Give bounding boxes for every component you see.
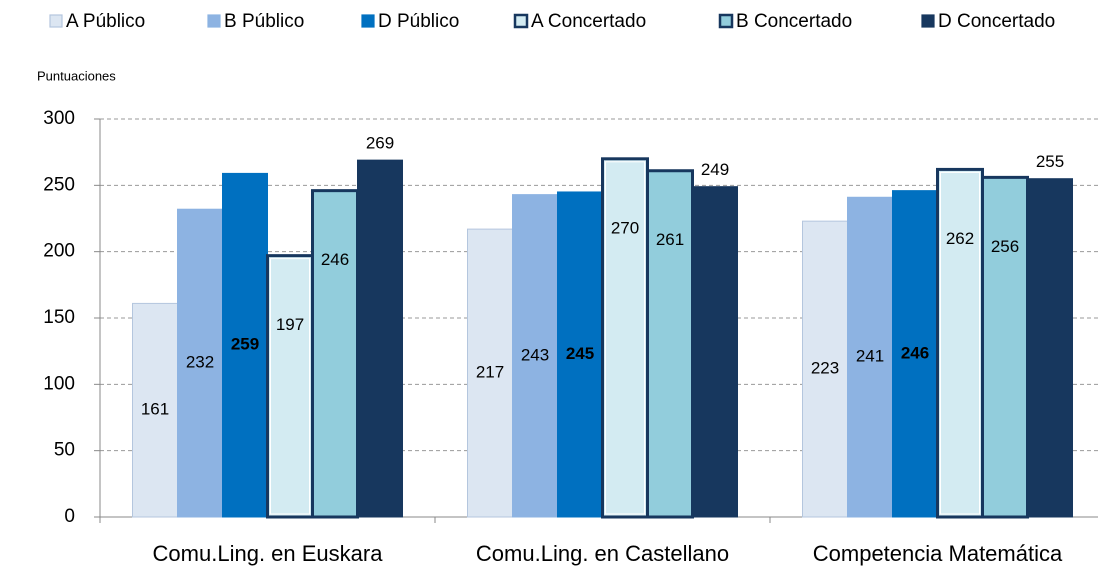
y-tick-label: 150 (43, 307, 75, 328)
data-label: 223 (811, 359, 839, 378)
legend-label: A Concertado (531, 11, 646, 32)
x-tick-label: Comu.Ling. en Castellano (476, 541, 729, 566)
bar (311, 189, 359, 519)
legend-label: D Público (378, 11, 459, 32)
data-label: 259 (231, 335, 259, 354)
y-tick-label: 50 (54, 440, 75, 461)
legend-swatch (718, 13, 734, 29)
bar (467, 228, 513, 518)
bar (601, 157, 649, 519)
data-label: 241 (856, 347, 884, 366)
legend-swatch (207, 14, 221, 28)
data-label: 255 (1036, 152, 1064, 171)
bar (892, 190, 938, 518)
legend-label: B Concertado (736, 11, 852, 32)
bar (981, 175, 1029, 519)
legend-label: D Concertado (938, 11, 1055, 32)
data-label: 261 (656, 230, 684, 249)
data-label: 243 (521, 345, 549, 364)
legend-label: A Público (66, 11, 145, 32)
bar (266, 254, 314, 519)
data-label: 197 (276, 315, 304, 334)
bar (177, 208, 223, 518)
legend-swatch (513, 13, 529, 29)
x-tick-label: Comu.Ling. en Euskara (153, 541, 384, 566)
bar-inner-edge (605, 161, 645, 515)
bar (936, 167, 984, 519)
bar (646, 169, 694, 519)
data-label: 256 (991, 237, 1019, 256)
bar (132, 302, 178, 518)
bar-inner-edge (270, 258, 310, 515)
data-label: 262 (946, 229, 974, 248)
data-label: 249 (701, 160, 729, 179)
bar (222, 172, 268, 518)
bar (692, 186, 738, 518)
bar (1027, 178, 1073, 518)
bar-inner-edge (940, 171, 980, 515)
data-label: 217 (476, 363, 504, 382)
y-tick-label: 200 (43, 241, 75, 262)
bar (357, 159, 403, 518)
y-tick-label: 0 (64, 506, 75, 527)
legend-swatch (361, 14, 375, 28)
data-label: 246 (901, 343, 929, 362)
data-label: 161 (141, 400, 169, 419)
legend-swatch (921, 14, 935, 28)
y-tick-label: 250 (43, 174, 75, 195)
y-axis-label: Puntuaciones (37, 68, 116, 83)
data-label: 246 (321, 250, 349, 269)
legend-swatch (49, 14, 63, 28)
data-label: 232 (186, 353, 214, 372)
y-tick-label: 100 (43, 373, 75, 394)
bar (802, 220, 848, 518)
bar (847, 196, 893, 518)
x-tick-label: Competencia Matemática (813, 541, 1063, 566)
data-label: 270 (611, 218, 639, 237)
data-label: 245 (566, 344, 594, 363)
bar (557, 191, 603, 518)
data-label: 269 (366, 134, 394, 153)
legend-label: B Público (224, 11, 304, 32)
bar (512, 194, 558, 518)
y-tick-label: 300 (43, 108, 75, 129)
